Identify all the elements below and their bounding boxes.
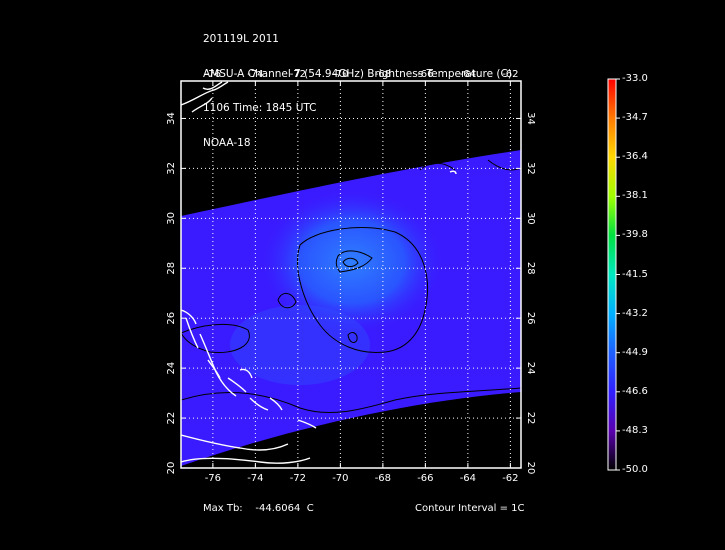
lat-label-right: 26	[525, 312, 536, 325]
lat-label-left: 20	[166, 462, 177, 475]
contour-interval: Contour Interval = 1C	[415, 503, 525, 514]
channel-title: AMSU-A Channel 7 (54.94GHz) Brightness T…	[203, 67, 512, 80]
map-frame	[180, 80, 522, 469]
colorbar	[608, 79, 616, 470]
colorbar-tick-label: -39.8	[622, 229, 648, 241]
lat-label-right: 34	[525, 112, 536, 125]
lon-label-top: -66	[417, 69, 433, 80]
lon-label-top: -72	[290, 69, 306, 80]
colorbar-tick-label: -44.9	[622, 346, 648, 358]
lat-label-left: 30	[166, 212, 177, 225]
lat-label-left: 34	[166, 112, 177, 125]
colorbar-tick-label: -41.5	[622, 268, 648, 280]
lat-label-right: 24	[525, 362, 536, 375]
lon-label-top: -74	[247, 69, 263, 80]
time-title: 1106 Time: 1845 UTC	[203, 102, 317, 114]
colorbar-tick-label: -46.6	[622, 385, 648, 397]
lon-label-top: -70	[332, 69, 348, 80]
lat-label-right: 22	[525, 412, 536, 425]
lon-label-top: -64	[460, 69, 476, 80]
lat-label-left: 32	[166, 162, 177, 175]
colorbar-tick-label: -38.1	[622, 190, 648, 202]
colorbar-tick-label: -50.0	[622, 464, 648, 475]
colorbar-tick-label: -36.4	[622, 151, 648, 163]
lon-label-top: -68	[375, 69, 391, 80]
lon-label-bottom: -62	[502, 473, 518, 484]
lon-label-top: -62	[502, 69, 518, 80]
lat-label-right: 30	[525, 212, 536, 225]
plot-header: 201119L 2011 AMSU-A Channel 7 (54.94GHz)…	[203, 11, 512, 161]
lat-label-right: 28	[525, 262, 536, 275]
lat-lon-grid	[181, 81, 521, 468]
lat-label-left: 26	[166, 312, 177, 325]
storm-id-title: 201119L 2011	[203, 33, 279, 45]
max-tb-readout: Max Tb: -44.6064 C	[203, 503, 314, 514]
colorbar-tick-label: -43.2	[622, 307, 648, 319]
lon-label-bottom: -76	[205, 473, 221, 484]
max-tb-value: -44.6064	[255, 503, 301, 514]
colorbar-tick-label: -48.3	[622, 424, 648, 436]
max-tb-unit: C	[306, 503, 314, 514]
lon-label-bottom: -66	[417, 473, 433, 484]
lat-label-right: 20	[525, 462, 536, 475]
lat-label-right: 32	[525, 162, 536, 175]
warm-core-area	[257, 187, 447, 337]
lon-label-top: -76	[205, 69, 221, 80]
lat-label-left: 24	[166, 362, 177, 375]
lon-label-bottom: -64	[460, 473, 476, 484]
lon-label-bottom: -74	[247, 473, 263, 484]
lon-label-bottom: -68	[375, 473, 391, 484]
colorbar-tick-label: -33.0	[622, 73, 648, 84]
coastlines	[181, 81, 457, 464]
max-tb-label: Max Tb:	[203, 503, 243, 514]
lon-label-bottom: -72	[290, 473, 306, 484]
lat-label-left: 22	[166, 412, 177, 425]
satellite-title: NOAA-18	[203, 136, 251, 149]
lon-label-bottom: -70	[332, 473, 348, 484]
colorbar-tick-label: -34.7	[622, 112, 648, 124]
lat-label-left: 28	[166, 262, 177, 275]
contour-lines	[181, 159, 521, 414]
